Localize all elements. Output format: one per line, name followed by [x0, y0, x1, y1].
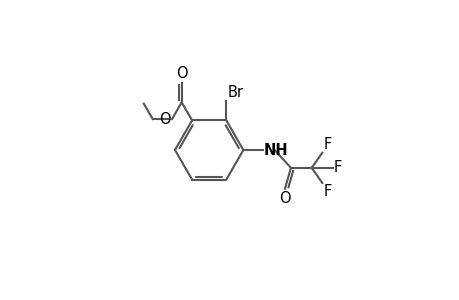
Text: O: O — [159, 112, 170, 127]
Text: Br: Br — [227, 85, 243, 100]
Text: F: F — [323, 136, 331, 152]
Text: O: O — [175, 66, 187, 81]
Text: F: F — [323, 184, 331, 199]
Text: F: F — [333, 160, 341, 175]
Text: O: O — [279, 191, 290, 206]
Text: NH: NH — [263, 142, 287, 158]
